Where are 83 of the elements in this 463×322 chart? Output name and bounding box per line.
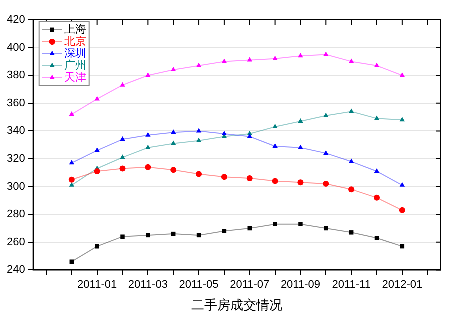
point bbox=[95, 244, 100, 249]
y-tick-label: 420 bbox=[6, 14, 26, 26]
point bbox=[374, 62, 380, 68]
legend-label: 深圳 bbox=[64, 46, 86, 60]
point bbox=[196, 62, 202, 68]
x-tick-label: 2011-11 bbox=[332, 278, 371, 291]
point bbox=[298, 222, 303, 226]
point bbox=[120, 82, 126, 87]
point bbox=[120, 166, 126, 172]
point bbox=[94, 168, 100, 175]
legend-label: 北京 bbox=[64, 34, 86, 48]
y-tick-label: 300 bbox=[6, 180, 26, 193]
y-tick-label: 340 bbox=[6, 125, 26, 138]
point bbox=[374, 116, 380, 120]
point bbox=[221, 174, 228, 180]
point bbox=[247, 134, 252, 138]
point bbox=[222, 229, 227, 234]
x-tick-label: 2011-03 bbox=[128, 278, 168, 291]
point bbox=[298, 144, 304, 150]
point bbox=[247, 57, 252, 62]
point bbox=[145, 164, 152, 170]
point bbox=[69, 182, 74, 187]
y-tick-label: 400 bbox=[6, 42, 26, 54]
point bbox=[272, 124, 278, 129]
point bbox=[399, 207, 406, 214]
point bbox=[374, 194, 380, 201]
point bbox=[120, 154, 126, 160]
x-tick-label: 2011-09 bbox=[280, 278, 321, 291]
x-tick-label: 2011-07 bbox=[230, 278, 270, 291]
x-tick-label: 2012-01 bbox=[382, 278, 423, 291]
point bbox=[348, 58, 354, 64]
point bbox=[400, 117, 406, 122]
point bbox=[196, 128, 202, 133]
point bbox=[222, 130, 228, 136]
legend-label: 广州 bbox=[64, 58, 86, 72]
point bbox=[400, 72, 406, 78]
point bbox=[348, 186, 355, 193]
y-tick-label: 360 bbox=[6, 97, 26, 110]
point bbox=[120, 234, 125, 239]
point bbox=[146, 233, 150, 238]
x-axis-title: 二手房成交情况 bbox=[192, 298, 283, 314]
point bbox=[324, 112, 329, 118]
point bbox=[196, 138, 202, 142]
point bbox=[272, 56, 278, 60]
legend-label: 上海 bbox=[64, 22, 86, 36]
y-tick-label: 320 bbox=[6, 153, 26, 166]
point bbox=[171, 67, 176, 72]
point bbox=[69, 160, 74, 165]
y-tick-label: 260 bbox=[6, 236, 26, 248]
point bbox=[70, 260, 74, 264]
point bbox=[222, 58, 228, 64]
point bbox=[94, 148, 100, 152]
point bbox=[120, 136, 126, 142]
point bbox=[171, 130, 176, 134]
point bbox=[323, 181, 330, 188]
point bbox=[146, 72, 151, 78]
point bbox=[298, 53, 304, 58]
point bbox=[272, 143, 278, 148]
point bbox=[298, 180, 304, 186]
point bbox=[374, 168, 380, 174]
point bbox=[298, 118, 304, 123]
point bbox=[348, 158, 354, 164]
x-tick-label: 2011-01 bbox=[78, 278, 118, 291]
y-tick-label: 380 bbox=[6, 70, 26, 82]
point bbox=[273, 222, 278, 226]
point bbox=[324, 52, 329, 56]
point bbox=[146, 132, 151, 137]
point bbox=[324, 226, 328, 231]
point bbox=[170, 167, 177, 174]
point bbox=[246, 175, 253, 182]
point bbox=[324, 150, 329, 155]
point bbox=[196, 171, 202, 178]
legend-label: 天津 bbox=[64, 70, 86, 84]
point bbox=[272, 178, 278, 184]
point bbox=[400, 182, 406, 187]
y-tick-label: 240 bbox=[6, 264, 26, 276]
point bbox=[68, 176, 75, 183]
x-tick-label: 2011-05 bbox=[179, 278, 219, 291]
point bbox=[146, 144, 151, 150]
y-tick-label: 280 bbox=[6, 208, 26, 221]
point bbox=[349, 230, 354, 235]
point bbox=[374, 236, 380, 240]
point bbox=[69, 112, 74, 116]
